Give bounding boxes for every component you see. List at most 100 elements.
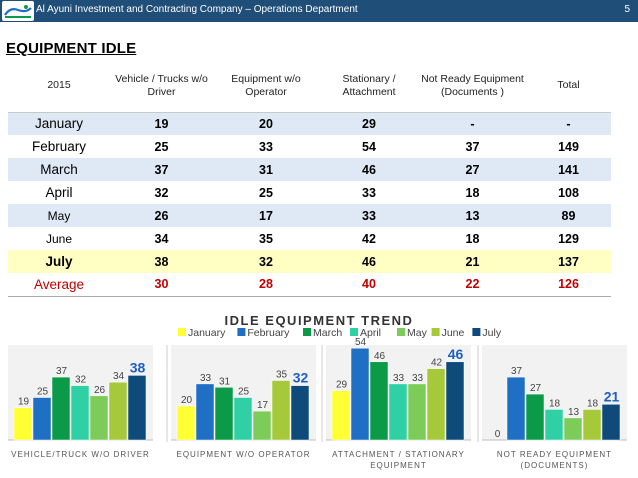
value-cell: 37 — [110, 158, 213, 181]
company-logo — [2, 1, 34, 21]
month-cell: May — [8, 204, 110, 227]
legend-label: January — [188, 327, 226, 339]
bar — [70, 385, 90, 441]
category-label: ATTACHMENT / STATIONARY — [332, 450, 465, 459]
title-bar: Al Ayuni Investment and Contracting Comp… — [0, 0, 638, 22]
bar — [369, 361, 389, 441]
value-cell: 17 — [213, 204, 319, 227]
bar — [563, 417, 583, 441]
value-cell: 35 — [213, 227, 319, 250]
value-cell: 19 — [110, 112, 213, 135]
table-row-average: Average 30 28 40 22 126 — [8, 273, 611, 297]
chart-title: IDLE EQUIPMENT TREND — [225, 313, 414, 328]
legend-swatch — [178, 328, 186, 336]
month-cell: January — [8, 112, 110, 135]
equipment-idle-table: 2015 Vehicle / Trucks w/o Driver Equipme… — [8, 60, 611, 297]
value-cell: 25 — [110, 135, 213, 158]
value-cell: 25 — [213, 181, 319, 204]
legend-swatch — [237, 328, 246, 336]
value-cell: 28 — [213, 273, 319, 297]
logo-icon — [4, 5, 32, 18]
bar — [51, 376, 71, 441]
table-row: May 26 17 33 13 89 — [8, 204, 611, 227]
bar — [32, 397, 52, 441]
bar — [214, 387, 234, 441]
bar-value-label: 32 — [293, 370, 309, 386]
bar — [445, 361, 465, 441]
month-cell: March — [8, 158, 110, 181]
bar-value-label: 46 — [448, 346, 464, 362]
header-vehicle: Vehicle / Trucks w/o Driver — [110, 60, 213, 113]
value-cell: 137 — [526, 250, 611, 273]
bar — [544, 409, 564, 441]
bar-value-label: 46 — [374, 351, 386, 362]
table-row: January 19 20 29 - - — [8, 112, 611, 135]
table-row: April 32 25 33 18 108 — [8, 181, 611, 204]
value-cell: 26 — [110, 204, 213, 227]
table-header-row: 2015 Vehicle / Trucks w/o Driver Equipme… — [8, 60, 611, 113]
bar-value-label: 37 — [511, 366, 523, 377]
table-row: March 37 31 46 27 141 — [8, 158, 611, 181]
bar-value-label: 19 — [18, 397, 30, 408]
company-title: Al Ayuni Investment and Contracting Comp… — [36, 4, 358, 15]
value-cell: 108 — [526, 181, 611, 204]
legend-label: May — [407, 327, 428, 339]
legend-swatch — [431, 328, 440, 336]
bar — [233, 397, 253, 441]
bar — [195, 383, 215, 441]
value-cell: 34 — [110, 227, 213, 250]
value-cell: 46 — [319, 158, 419, 181]
bar-value-label: 38 — [130, 359, 146, 375]
value-cell: 32 — [213, 250, 319, 273]
value-cell: 126 — [526, 273, 611, 297]
bar-value-label: 18 — [549, 398, 561, 409]
value-cell: 40 — [319, 273, 419, 297]
header-equipment: Equipment w/o Operator — [213, 60, 319, 113]
month-cell: Average — [8, 273, 110, 297]
bar-value-label: 33 — [393, 373, 405, 384]
bar — [271, 380, 291, 441]
value-cell: 33 — [319, 181, 419, 204]
value-cell: 22 — [419, 273, 526, 297]
bar — [331, 390, 351, 441]
bar-value-label: 33 — [200, 373, 212, 384]
month-cell: February — [8, 135, 110, 158]
bar-value-label: 27 — [530, 383, 542, 394]
value-cell: 33 — [213, 135, 319, 158]
value-cell: 20 — [213, 112, 319, 135]
value-cell: 31 — [213, 158, 319, 181]
value-cell: 38 — [110, 250, 213, 273]
value-cell: - — [526, 112, 611, 135]
header-total: Total — [526, 60, 611, 113]
legend-label: April — [360, 327, 381, 339]
value-cell: 46 — [319, 250, 419, 273]
legend-label: February — [247, 327, 290, 339]
bar-value-label: 31 — [219, 376, 231, 387]
bar-value-label: 32 — [75, 375, 87, 386]
value-cell: 13 — [419, 204, 526, 227]
legend-swatch — [303, 328, 311, 336]
category-label: NOT READY EQUIPMENT — [497, 450, 612, 459]
value-cell: 18 — [419, 181, 526, 204]
table-row: June 34 35 42 18 129 — [8, 227, 611, 250]
category-label: VEHICLE/TRUCK W/O DRIVER — [11, 450, 150, 459]
bar-value-label: 35 — [276, 370, 288, 381]
legend-label: March — [313, 327, 342, 339]
bar-value-label: 42 — [431, 358, 443, 369]
category-label: EQUIPMENT — [370, 461, 427, 470]
bar — [89, 395, 109, 441]
bar — [525, 393, 545, 441]
bar — [108, 381, 128, 441]
value-cell: 32 — [110, 181, 213, 204]
bar-value-label: 37 — [56, 366, 68, 377]
legend-swatch — [472, 328, 481, 336]
bar-value-label: 34 — [113, 371, 125, 382]
bar — [426, 368, 446, 441]
value-cell: - — [419, 112, 526, 135]
value-cell: 149 — [526, 135, 611, 158]
bar-value-label: 26 — [94, 385, 106, 396]
bar-value-label: 25 — [37, 387, 49, 398]
bar-value-label: 18 — [587, 398, 599, 409]
bar — [176, 405, 196, 441]
